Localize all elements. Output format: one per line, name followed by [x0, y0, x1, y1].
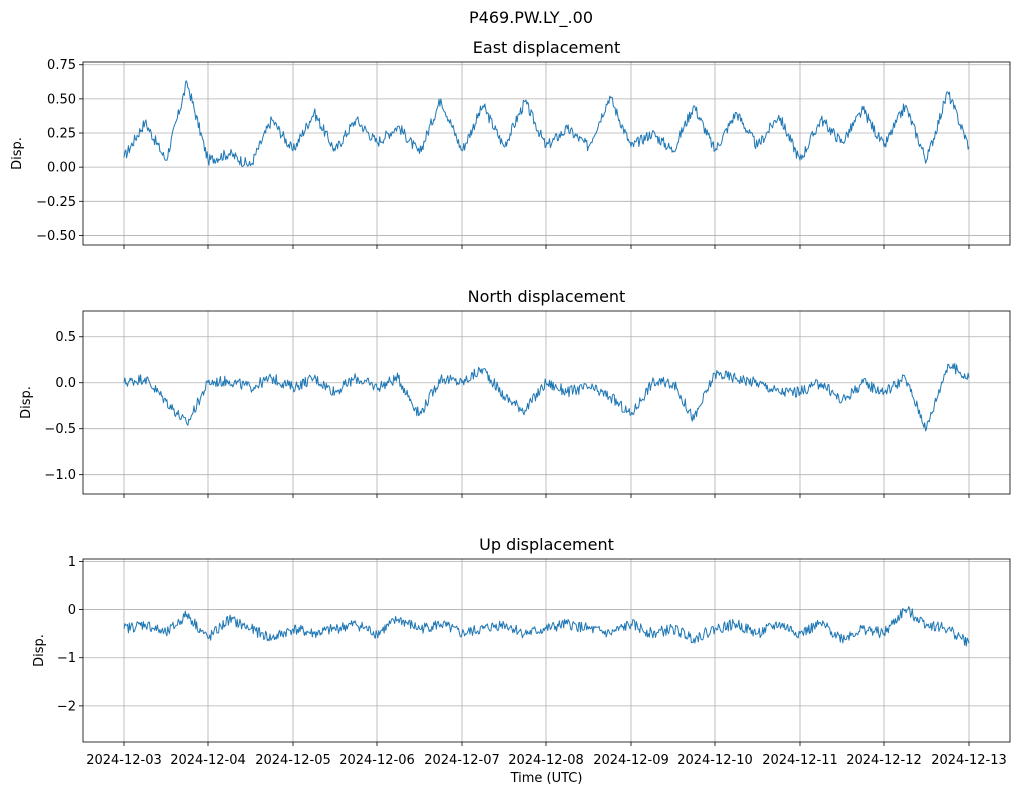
y-tick-label: 0.00: [47, 161, 76, 176]
y-tick-label: 0: [68, 603, 76, 618]
panel-0: 0.75 0.50 0.25 0.00 −0.25 −0.50 East displacem…: [10, 38, 1011, 249]
y-tick-label: 1: [68, 555, 76, 570]
x-tick-label: 2024-12-11: [762, 753, 838, 768]
panel-title: North displacement: [468, 287, 626, 306]
x-tick-label: 2024-12-10: [677, 753, 753, 768]
y-axis-label: Disp.: [10, 137, 25, 170]
panel-2: 2024-12-03 2024-12-04 2024-12-05 2024-12-06…: [32, 535, 1011, 786]
y-tick-label: 0.50: [47, 92, 76, 107]
plot-frame: [82, 558, 1011, 743]
x-tick-label: 2024-12-13: [931, 753, 1007, 768]
figure-suptitle: P469.PW.LY_.00: [469, 8, 593, 28]
series-line: [123, 606, 970, 647]
y-axis-label: Disp.: [32, 634, 47, 667]
x-tick-label: 2024-12-03: [86, 753, 162, 768]
series-line: [123, 363, 970, 432]
x-axis-label: Time (UTC): [510, 771, 583, 786]
panel-title: East displacement: [473, 38, 620, 57]
x-tick-label: 2024-12-05: [255, 753, 331, 768]
y-tick-label: 0.5: [55, 330, 76, 345]
x-tick-label: 2024-12-04: [170, 753, 246, 768]
y-tick-label: −2: [57, 699, 76, 714]
y-axis-label: Disp.: [19, 386, 34, 419]
x-tick-label: 2024-12-08: [508, 753, 584, 768]
y-tick-label: −0.25: [36, 195, 76, 210]
plot-frame: [82, 310, 1011, 495]
y-tick-label: −0.5: [44, 422, 76, 437]
x-tick-label: 2024-12-12: [846, 753, 922, 768]
y-tick-label: 0.75: [47, 58, 76, 73]
x-tick-label: 2024-12-07: [424, 753, 500, 768]
x-tick-label: 2024-12-06: [339, 753, 415, 768]
y-tick-label: −1: [57, 651, 76, 666]
panel-title: Up displacement: [479, 535, 614, 554]
y-tick-label: −1.0: [44, 468, 76, 483]
plot-frame: [82, 61, 1011, 246]
panel-1: 0.5 0.0 −0.5 −1.0 North displacement Disp.: [19, 287, 1011, 498]
series-line: [123, 80, 970, 167]
y-tick-label: 0.0: [55, 376, 76, 391]
y-tick-label: −0.50: [36, 229, 76, 244]
x-tick-label: 2024-12-09: [593, 753, 669, 768]
y-tick-label: 0.25: [47, 127, 76, 142]
